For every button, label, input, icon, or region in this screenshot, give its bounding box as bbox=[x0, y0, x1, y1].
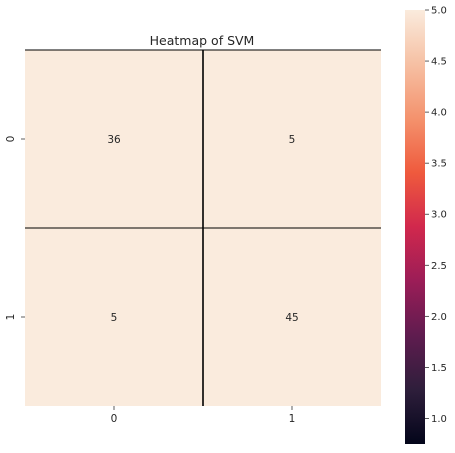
colorbar-tick-label-3: 2.5 bbox=[431, 261, 447, 272]
colorbar-tick-label-7: 4.5 bbox=[431, 57, 447, 68]
colorbar-gradient bbox=[405, 10, 425, 444]
colorbar-tick-label-0: 1.0 bbox=[431, 414, 447, 425]
colorbar-tick-label-5: 3.5 bbox=[431, 159, 447, 170]
heatmap-cell-1-1 bbox=[203, 228, 381, 406]
heatmap-cell-1-0 bbox=[25, 228, 203, 406]
colorbar-tick-label-2: 2.0 bbox=[431, 312, 447, 323]
colorbar-tick-label-6: 4.0 bbox=[431, 108, 447, 119]
chart-title: Heatmap of SVM bbox=[150, 33, 255, 48]
colorbar-tick-label-8: 5.0 bbox=[431, 6, 447, 17]
colorbar: 1.0 1.5 2.0 2.5 3.0 3.5 4.0 4.5 5.0 bbox=[405, 6, 447, 444]
y-tick-label-0: 0 bbox=[5, 136, 17, 143]
cell-label-0-1: 5 bbox=[289, 134, 296, 146]
colorbar-ticks: 1.0 1.5 2.0 2.5 3.0 3.5 4.0 4.5 5.0 bbox=[425, 6, 447, 425]
heatmap-cell-0-0 bbox=[25, 50, 203, 228]
y-tick-label-1: 1 bbox=[5, 314, 17, 321]
cell-label-1-1: 45 bbox=[285, 312, 298, 324]
heatmap-cells bbox=[25, 50, 381, 406]
cell-label-0-0: 36 bbox=[107, 134, 121, 146]
cell-annotations: 36 5 5 45 bbox=[107, 134, 298, 324]
colorbar-tick-label-1: 1.5 bbox=[431, 363, 447, 374]
y-axis: 0 1 bbox=[5, 136, 25, 321]
heatmap-cell-0-1 bbox=[203, 50, 381, 228]
x-axis: 0 1 bbox=[111, 406, 296, 425]
cell-label-1-0: 5 bbox=[111, 312, 118, 324]
colorbar-tick-label-4: 3.0 bbox=[431, 210, 447, 221]
x-tick-label-1: 1 bbox=[289, 413, 296, 425]
x-tick-label-0: 0 bbox=[111, 413, 118, 425]
